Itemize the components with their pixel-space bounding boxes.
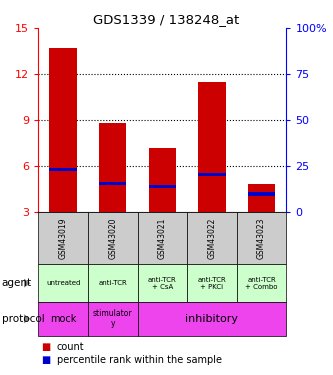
Bar [50, 168, 77, 171]
Bar [149, 185, 176, 188]
Text: percentile rank within the sample: percentile rank within the sample [57, 355, 221, 365]
Text: anti-TCR
+ CsA: anti-TCR + CsA [148, 277, 177, 290]
Bar [198, 172, 225, 176]
Bar [248, 192, 275, 196]
Bar [50, 48, 77, 212]
Text: GDS1339 / 138248_at: GDS1339 / 138248_at [93, 13, 240, 26]
Text: agent: agent [2, 278, 32, 288]
Text: GSM43023: GSM43023 [257, 217, 266, 259]
Text: GSM43022: GSM43022 [207, 217, 216, 259]
Text: anti-TCR: anti-TCR [98, 280, 127, 286]
Text: count: count [57, 342, 84, 352]
Text: stimulator
y: stimulator y [93, 309, 133, 328]
Bar [248, 184, 275, 212]
Text: GSM43020: GSM43020 [108, 217, 117, 259]
Text: inhibitory: inhibitory [185, 314, 238, 324]
Bar [198, 82, 225, 212]
Bar [149, 148, 176, 212]
Text: GSM43021: GSM43021 [158, 217, 167, 259]
Bar [99, 123, 126, 212]
Bar [99, 182, 126, 185]
Text: GSM43019: GSM43019 [59, 217, 68, 259]
Text: mock: mock [50, 314, 76, 324]
Text: anti-TCR
+ PKCi: anti-TCR + PKCi [197, 277, 226, 290]
Text: ■: ■ [42, 355, 51, 365]
Text: anti-TCR
+ Combo: anti-TCR + Combo [245, 277, 278, 290]
Text: ■: ■ [42, 342, 51, 352]
Text: protocol: protocol [2, 314, 44, 324]
Text: untreated: untreated [46, 280, 80, 286]
